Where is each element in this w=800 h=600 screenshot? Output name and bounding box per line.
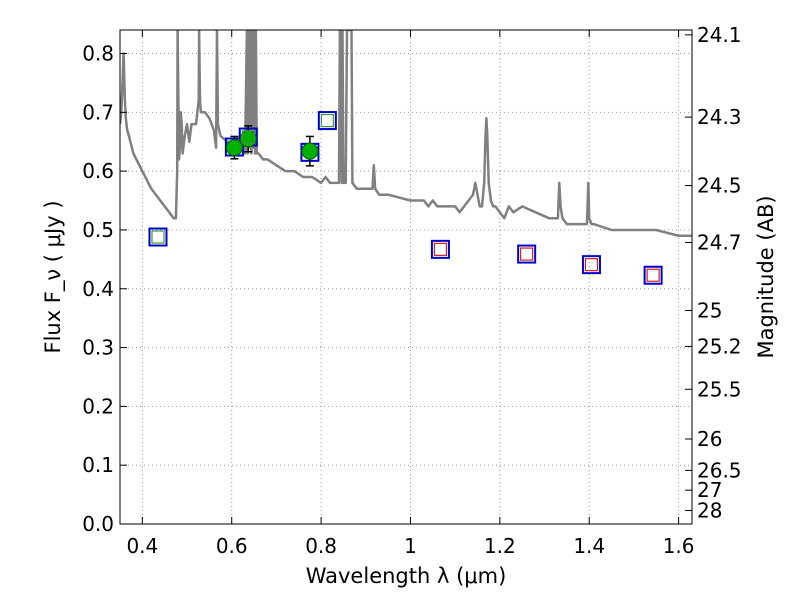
y2-tick-label: 24.7 [697, 231, 742, 255]
y2-tick-label: 24.3 [697, 105, 742, 129]
y2-tick-label: 27 [697, 478, 722, 502]
x-tick-label: 0.4 [126, 534, 158, 558]
inner-square-marker [433, 242, 448, 256]
inner-square-marker [241, 130, 255, 144]
inner-square-marker [520, 247, 534, 261]
y-tick-label: 0.7 [82, 100, 114, 124]
y2-tick-label: 26.5 [697, 458, 742, 482]
y-tick-label: 0.0 [82, 512, 114, 536]
y-axis-label: Flux F_ν ( μJy ) [41, 200, 66, 353]
y-tick-label: 0.1 [82, 453, 114, 477]
model-square-marker [517, 244, 537, 264]
model-square-marker [430, 239, 450, 259]
x-tick-label: 1.6 [663, 534, 695, 558]
x-tick-label: 0.6 [216, 534, 248, 558]
y2-tick-label: 28 [697, 499, 722, 523]
x-tick-label: 0.8 [305, 534, 337, 558]
data-points [148, 111, 663, 285]
x-tick-label: 1 [404, 534, 417, 558]
plot-frame [119, 29, 693, 525]
y2-tick-label: 24.1 [697, 23, 742, 47]
y-tick-label: 0.3 [82, 336, 114, 360]
x-axis-label: Wavelength λ (μm) [306, 564, 507, 588]
y-tick-label: 0.4 [82, 277, 114, 301]
y-tick-label: 0.5 [82, 218, 114, 242]
y-tick-label: 0.6 [82, 159, 114, 183]
model-square-marker [581, 255, 601, 275]
inner-square-marker [646, 268, 660, 282]
y2-tick-label: 24.5 [697, 174, 742, 198]
observed-point [225, 139, 243, 157]
inner-square-marker [320, 113, 334, 128]
x-tick-label: 1.4 [573, 534, 605, 558]
grid-lines [120, 30, 692, 525]
inner-square-marker [584, 258, 599, 272]
model-square-marker [643, 265, 663, 285]
y2-tick-label: 25.2 [697, 334, 742, 358]
y2-tick-label: 25 [697, 298, 722, 322]
inner-square-marker [151, 230, 165, 244]
model-square-marker [317, 111, 337, 131]
y2-tick-label: 25.5 [697, 377, 742, 401]
model-spectrum [120, 30, 692, 238]
y2-axis-label: Magnitude (AB) [754, 195, 778, 358]
x-tick-label: 1.2 [484, 534, 516, 558]
y-tick-label: 0.8 [82, 42, 114, 66]
y-tick-label: 0.2 [82, 394, 114, 418]
observed-point [301, 142, 319, 160]
axis-ticks: 0.4 0.6 0.8 1 1.2 1.4 1.6 0.0 0.1 0.2 0.3 0.4 0.5 0.6… [82, 23, 741, 558]
model-square-marker [148, 227, 168, 247]
y2-tick-label: 26 [697, 427, 722, 451]
spectrum-line [120, 30, 692, 238]
